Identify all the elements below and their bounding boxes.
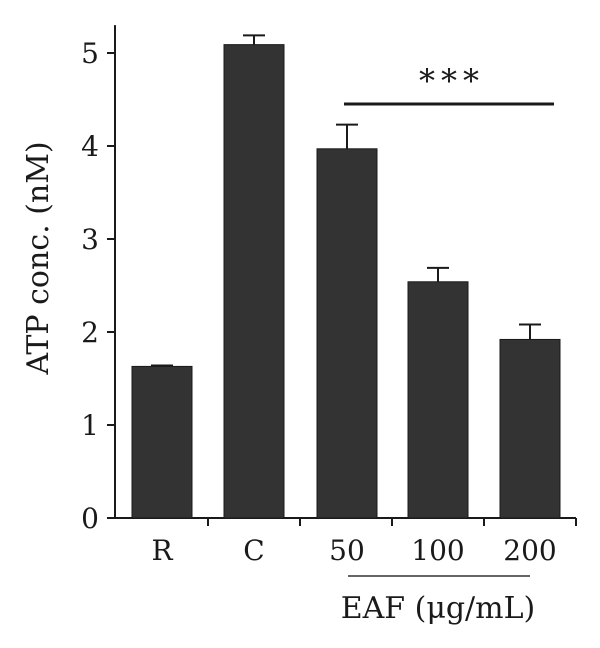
- bar-R: [131, 365, 193, 519]
- y-tick-label-0: 0: [81, 502, 99, 535]
- significance-label: ***: [419, 62, 485, 100]
- x-tick-label-100: 100: [411, 534, 464, 567]
- bar-100: [407, 281, 469, 519]
- error-bars: [151, 34, 541, 367]
- y-tick-label-3: 3: [81, 223, 99, 256]
- x-tick-label-200: 200: [503, 534, 556, 567]
- y-tick-label-2: 2: [81, 316, 99, 349]
- bar-C: [223, 44, 285, 519]
- x-tick-label-R: R: [151, 534, 173, 567]
- y-tick-label-4: 4: [81, 130, 99, 163]
- x-tick-label-50: 50: [329, 534, 365, 567]
- x-axis: R C 50 100 200: [115, 517, 577, 567]
- x-tick-label-C: C: [243, 534, 264, 567]
- bar-50: [316, 148, 378, 519]
- y-tick-label-1: 1: [81, 409, 99, 442]
- bar-200: [499, 338, 561, 519]
- y-axis: 0 1 2 3 4 5: [81, 25, 116, 535]
- y-axis-title: ATP conc. (nM): [21, 141, 56, 375]
- y-tick-label-5: 5: [81, 37, 99, 70]
- group-label: EAF (μg/mL): [341, 591, 536, 626]
- bars: [131, 44, 561, 519]
